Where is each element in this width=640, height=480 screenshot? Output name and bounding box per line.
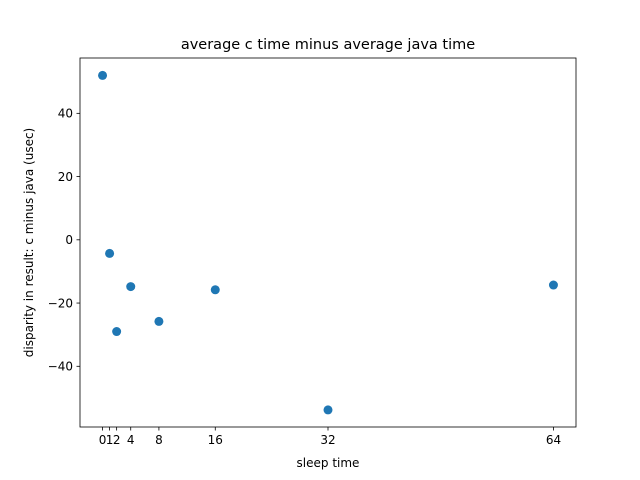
data-point	[210, 285, 220, 295]
x-tick-label: 1	[106, 433, 114, 447]
x-tick-label: 16	[208, 433, 223, 447]
y-axis-ticks: −40 −20 0 20 40	[48, 107, 80, 373]
data-point	[105, 248, 115, 258]
data-point	[126, 282, 136, 292]
y-axis-label: disparity in result: c minus java (usec)	[22, 128, 36, 358]
x-tick-label: 32	[320, 433, 335, 447]
chart-title: average c time minus average java time	[181, 37, 475, 53]
data-point	[154, 316, 164, 326]
x-tick-label: 2	[113, 433, 121, 447]
x-tick-label: 0	[99, 433, 107, 447]
y-tick-label: 20	[58, 170, 73, 184]
data-point	[112, 327, 122, 337]
y-tick-label: −20	[48, 296, 73, 310]
data-points	[98, 70, 558, 415]
x-tick-label: 8	[155, 433, 163, 447]
x-tick-label: 64	[546, 433, 561, 447]
x-axis-label: sleep time	[297, 456, 360, 470]
data-point	[98, 70, 108, 80]
y-tick-label: 40	[58, 107, 73, 121]
data-point	[323, 405, 333, 415]
y-tick-label: −40	[48, 359, 73, 373]
x-axis-ticks: 0 1 2 4 8 16 32 64	[99, 427, 561, 447]
data-point	[548, 280, 558, 290]
y-tick-label: 0	[65, 233, 73, 247]
x-tick-label: 4	[127, 433, 135, 447]
